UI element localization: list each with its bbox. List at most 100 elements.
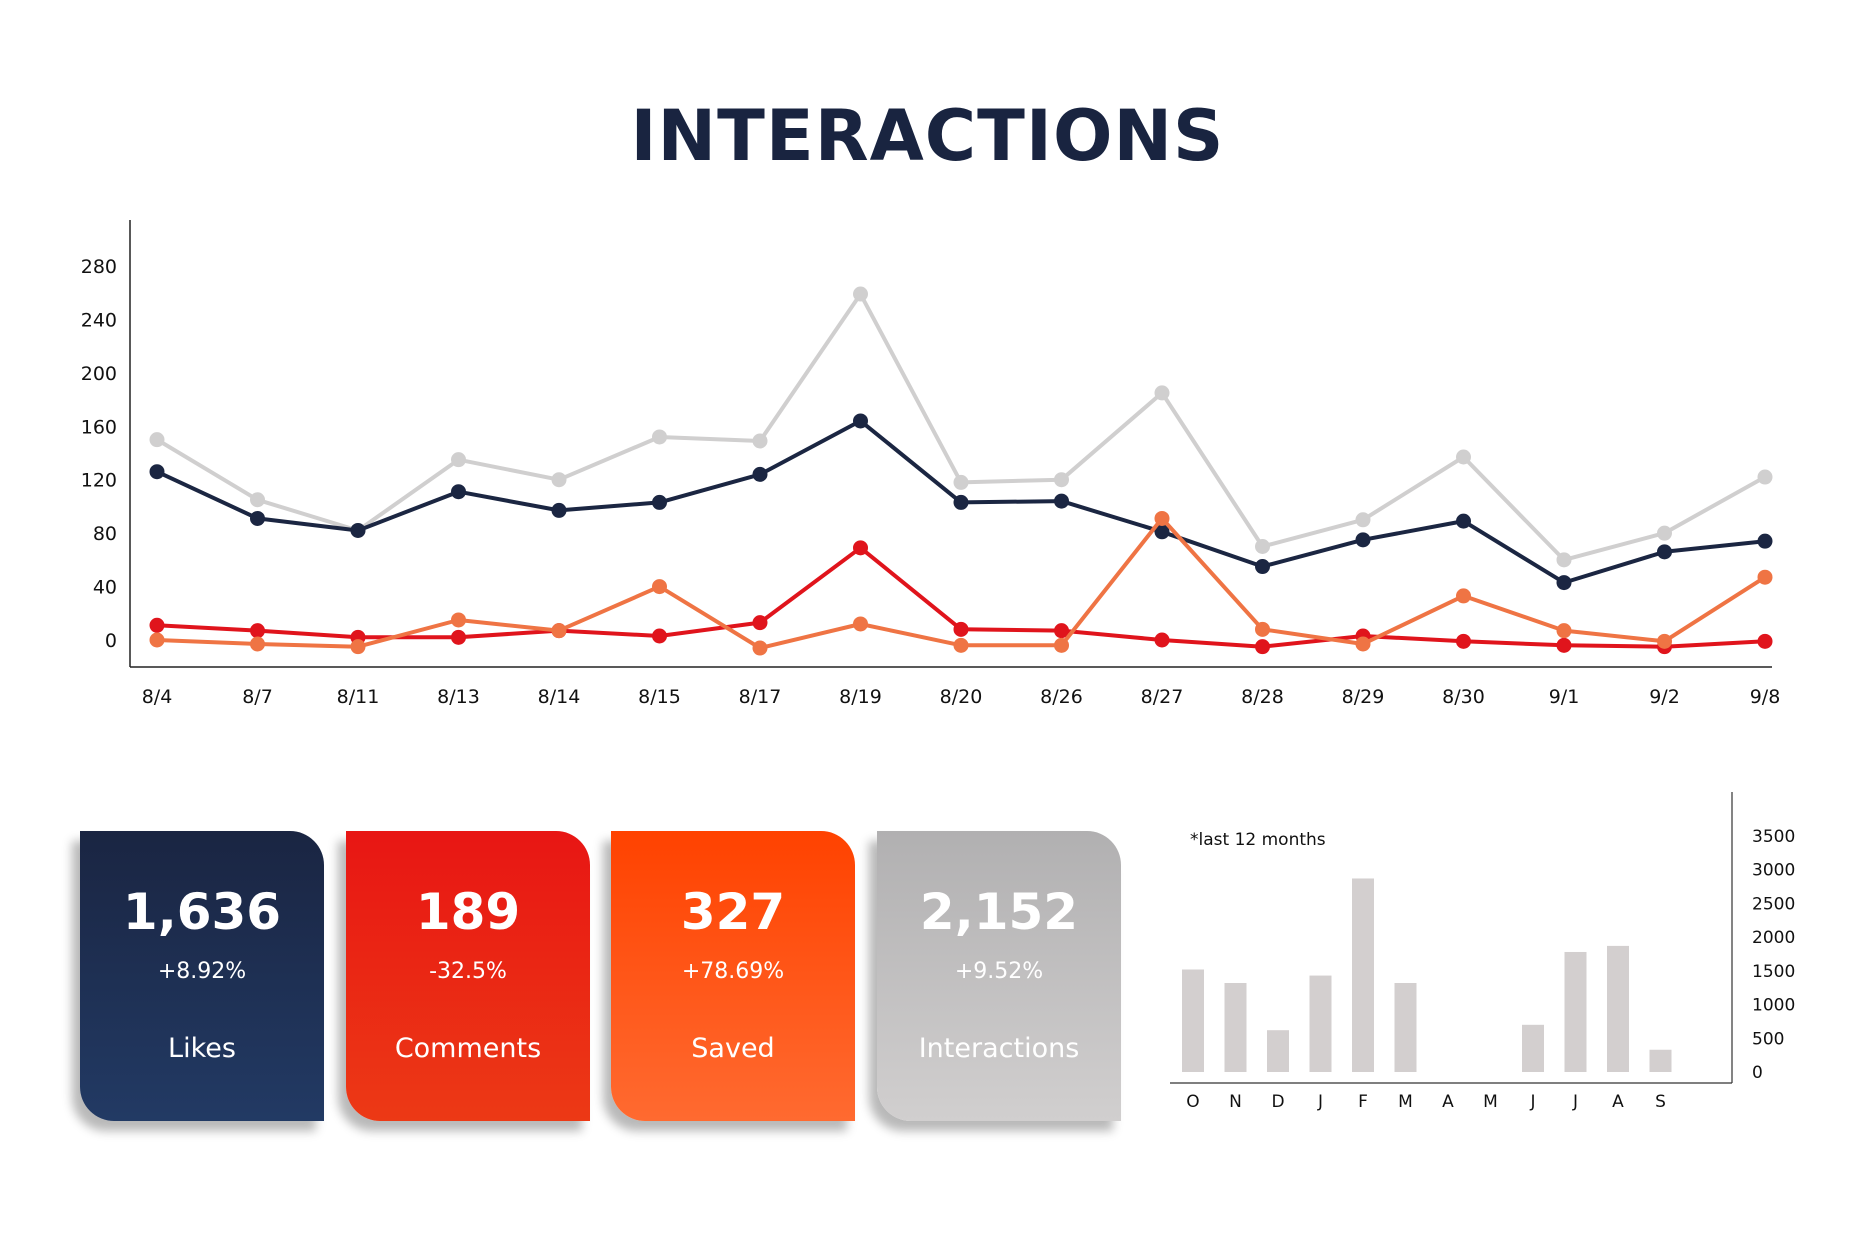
bar xyxy=(1352,878,1374,1072)
data-point xyxy=(953,621,969,637)
data-point xyxy=(1556,552,1572,568)
data-point xyxy=(1154,632,1170,648)
y-tick-label: 0 xyxy=(105,630,117,652)
y-tick-label: 200 xyxy=(81,363,117,385)
x-tick-label: 8/4 xyxy=(142,686,173,708)
data-point xyxy=(451,629,466,645)
bar xyxy=(1394,982,1417,1072)
series-3 xyxy=(149,510,1773,656)
bar-x-tick-label: J xyxy=(1529,1092,1535,1112)
bar-x-tick-label: O xyxy=(1186,1092,1199,1112)
data-point xyxy=(853,286,868,302)
data-point xyxy=(752,466,768,482)
data-point xyxy=(250,510,265,526)
data-point xyxy=(1054,472,1069,488)
monthly-bar-chart: *last 12 months O N D J F M A M J J A S 0 500 1000 1500 2… xyxy=(1170,792,1795,1112)
comments-change: -32.5% xyxy=(429,959,507,984)
data-point xyxy=(1355,532,1371,548)
bar-y-tick-label: 3000 xyxy=(1752,861,1795,881)
data-point xyxy=(250,636,265,652)
bar-y-tick-label: 500 xyxy=(1752,1029,1784,1049)
data-point xyxy=(752,433,768,449)
bar xyxy=(1607,945,1629,1072)
series-line xyxy=(155,292,1766,562)
bar-y-tick-label: 1500 xyxy=(1752,962,1795,982)
data-point xyxy=(250,623,265,639)
data-point xyxy=(1456,588,1471,604)
bar-x-tick-label: N xyxy=(1229,1092,1242,1112)
data-point xyxy=(953,474,969,490)
data-point xyxy=(1456,513,1471,529)
data-point xyxy=(149,464,165,480)
saved-value: 327 xyxy=(680,883,786,941)
data-point xyxy=(451,452,466,468)
data-point xyxy=(1456,633,1471,649)
data-point xyxy=(652,494,667,510)
data-point xyxy=(350,639,366,655)
last-12-months-note: *last 12 months xyxy=(1190,830,1326,850)
data-point xyxy=(149,632,165,648)
bar-x-tick-label: J xyxy=(1572,1092,1578,1112)
data-point xyxy=(853,540,868,556)
data-point xyxy=(1255,639,1270,655)
y-tick-label: 80 xyxy=(93,523,117,545)
bar-y-tick-label: 2500 xyxy=(1752,894,1795,914)
x-tick-label: 8/26 xyxy=(1040,686,1083,708)
y-tick-label: 120 xyxy=(81,470,117,492)
bar-y-tick-label: 1000 xyxy=(1752,996,1795,1016)
comments-card: 189 -32.5% Comments xyxy=(346,831,590,1121)
likes-label: Likes xyxy=(168,1033,236,1064)
saved-change: +78.69% xyxy=(681,959,785,984)
data-point xyxy=(853,413,868,429)
x-tick-label: 9/8 xyxy=(1750,686,1781,708)
y-tick-label: 280 xyxy=(81,256,117,278)
data-point xyxy=(1757,633,1773,649)
data-point xyxy=(1355,636,1371,652)
data-point xyxy=(1154,524,1170,540)
data-point xyxy=(1255,539,1270,554)
data-point xyxy=(1054,623,1069,639)
data-point xyxy=(350,522,366,538)
comments-value: 189 xyxy=(415,883,521,941)
y-tick-label: 240 xyxy=(81,309,117,331)
data-point xyxy=(1657,633,1672,649)
page-title: INTERACTIONS xyxy=(630,95,1225,177)
data-point xyxy=(752,640,768,656)
bar-x-tick-label: D xyxy=(1271,1092,1284,1112)
x-tick-label: 8/7 xyxy=(242,686,273,708)
bar-y-tick-label: 3500 xyxy=(1752,827,1795,847)
data-point xyxy=(551,472,567,488)
series-0 xyxy=(149,286,1773,568)
bar xyxy=(1649,1049,1672,1072)
x-tick-label: 8/19 xyxy=(839,686,882,708)
data-point xyxy=(1556,575,1572,591)
x-tick-label: 8/28 xyxy=(1241,686,1284,708)
bar xyxy=(1564,951,1587,1072)
x-tick-label: 8/17 xyxy=(739,686,782,708)
data-point xyxy=(752,615,768,631)
interactions-line-chart: 0 40 80 120 160 200 240 280 8/4 8/7 8/11 8/13 8/14 8/… xyxy=(81,220,1781,708)
data-point xyxy=(250,492,265,508)
data-point xyxy=(149,432,165,448)
bar xyxy=(1267,1030,1289,1072)
bar xyxy=(1182,969,1204,1072)
data-point xyxy=(652,579,667,595)
x-tick-label: 9/1 xyxy=(1549,686,1580,708)
bar xyxy=(1224,982,1247,1072)
bar xyxy=(1309,975,1332,1072)
x-tick-label: 9/2 xyxy=(1649,686,1680,708)
data-point xyxy=(1456,449,1471,465)
interactions-value: 2,152 xyxy=(919,883,1079,941)
bar-x-tick-label: M xyxy=(1398,1092,1413,1112)
data-point xyxy=(551,623,567,639)
data-point xyxy=(1556,637,1572,653)
data-point xyxy=(1757,469,1773,485)
data-point xyxy=(451,612,466,628)
comments-label: Comments xyxy=(394,1033,542,1064)
x-tick-label: 8/30 xyxy=(1442,686,1485,708)
bar-x-tick-label: A xyxy=(1612,1092,1624,1112)
data-point xyxy=(1355,512,1371,528)
x-tick-label: 8/29 xyxy=(1342,686,1385,708)
likes-change: +8.92% xyxy=(157,959,247,984)
data-point xyxy=(953,494,969,510)
